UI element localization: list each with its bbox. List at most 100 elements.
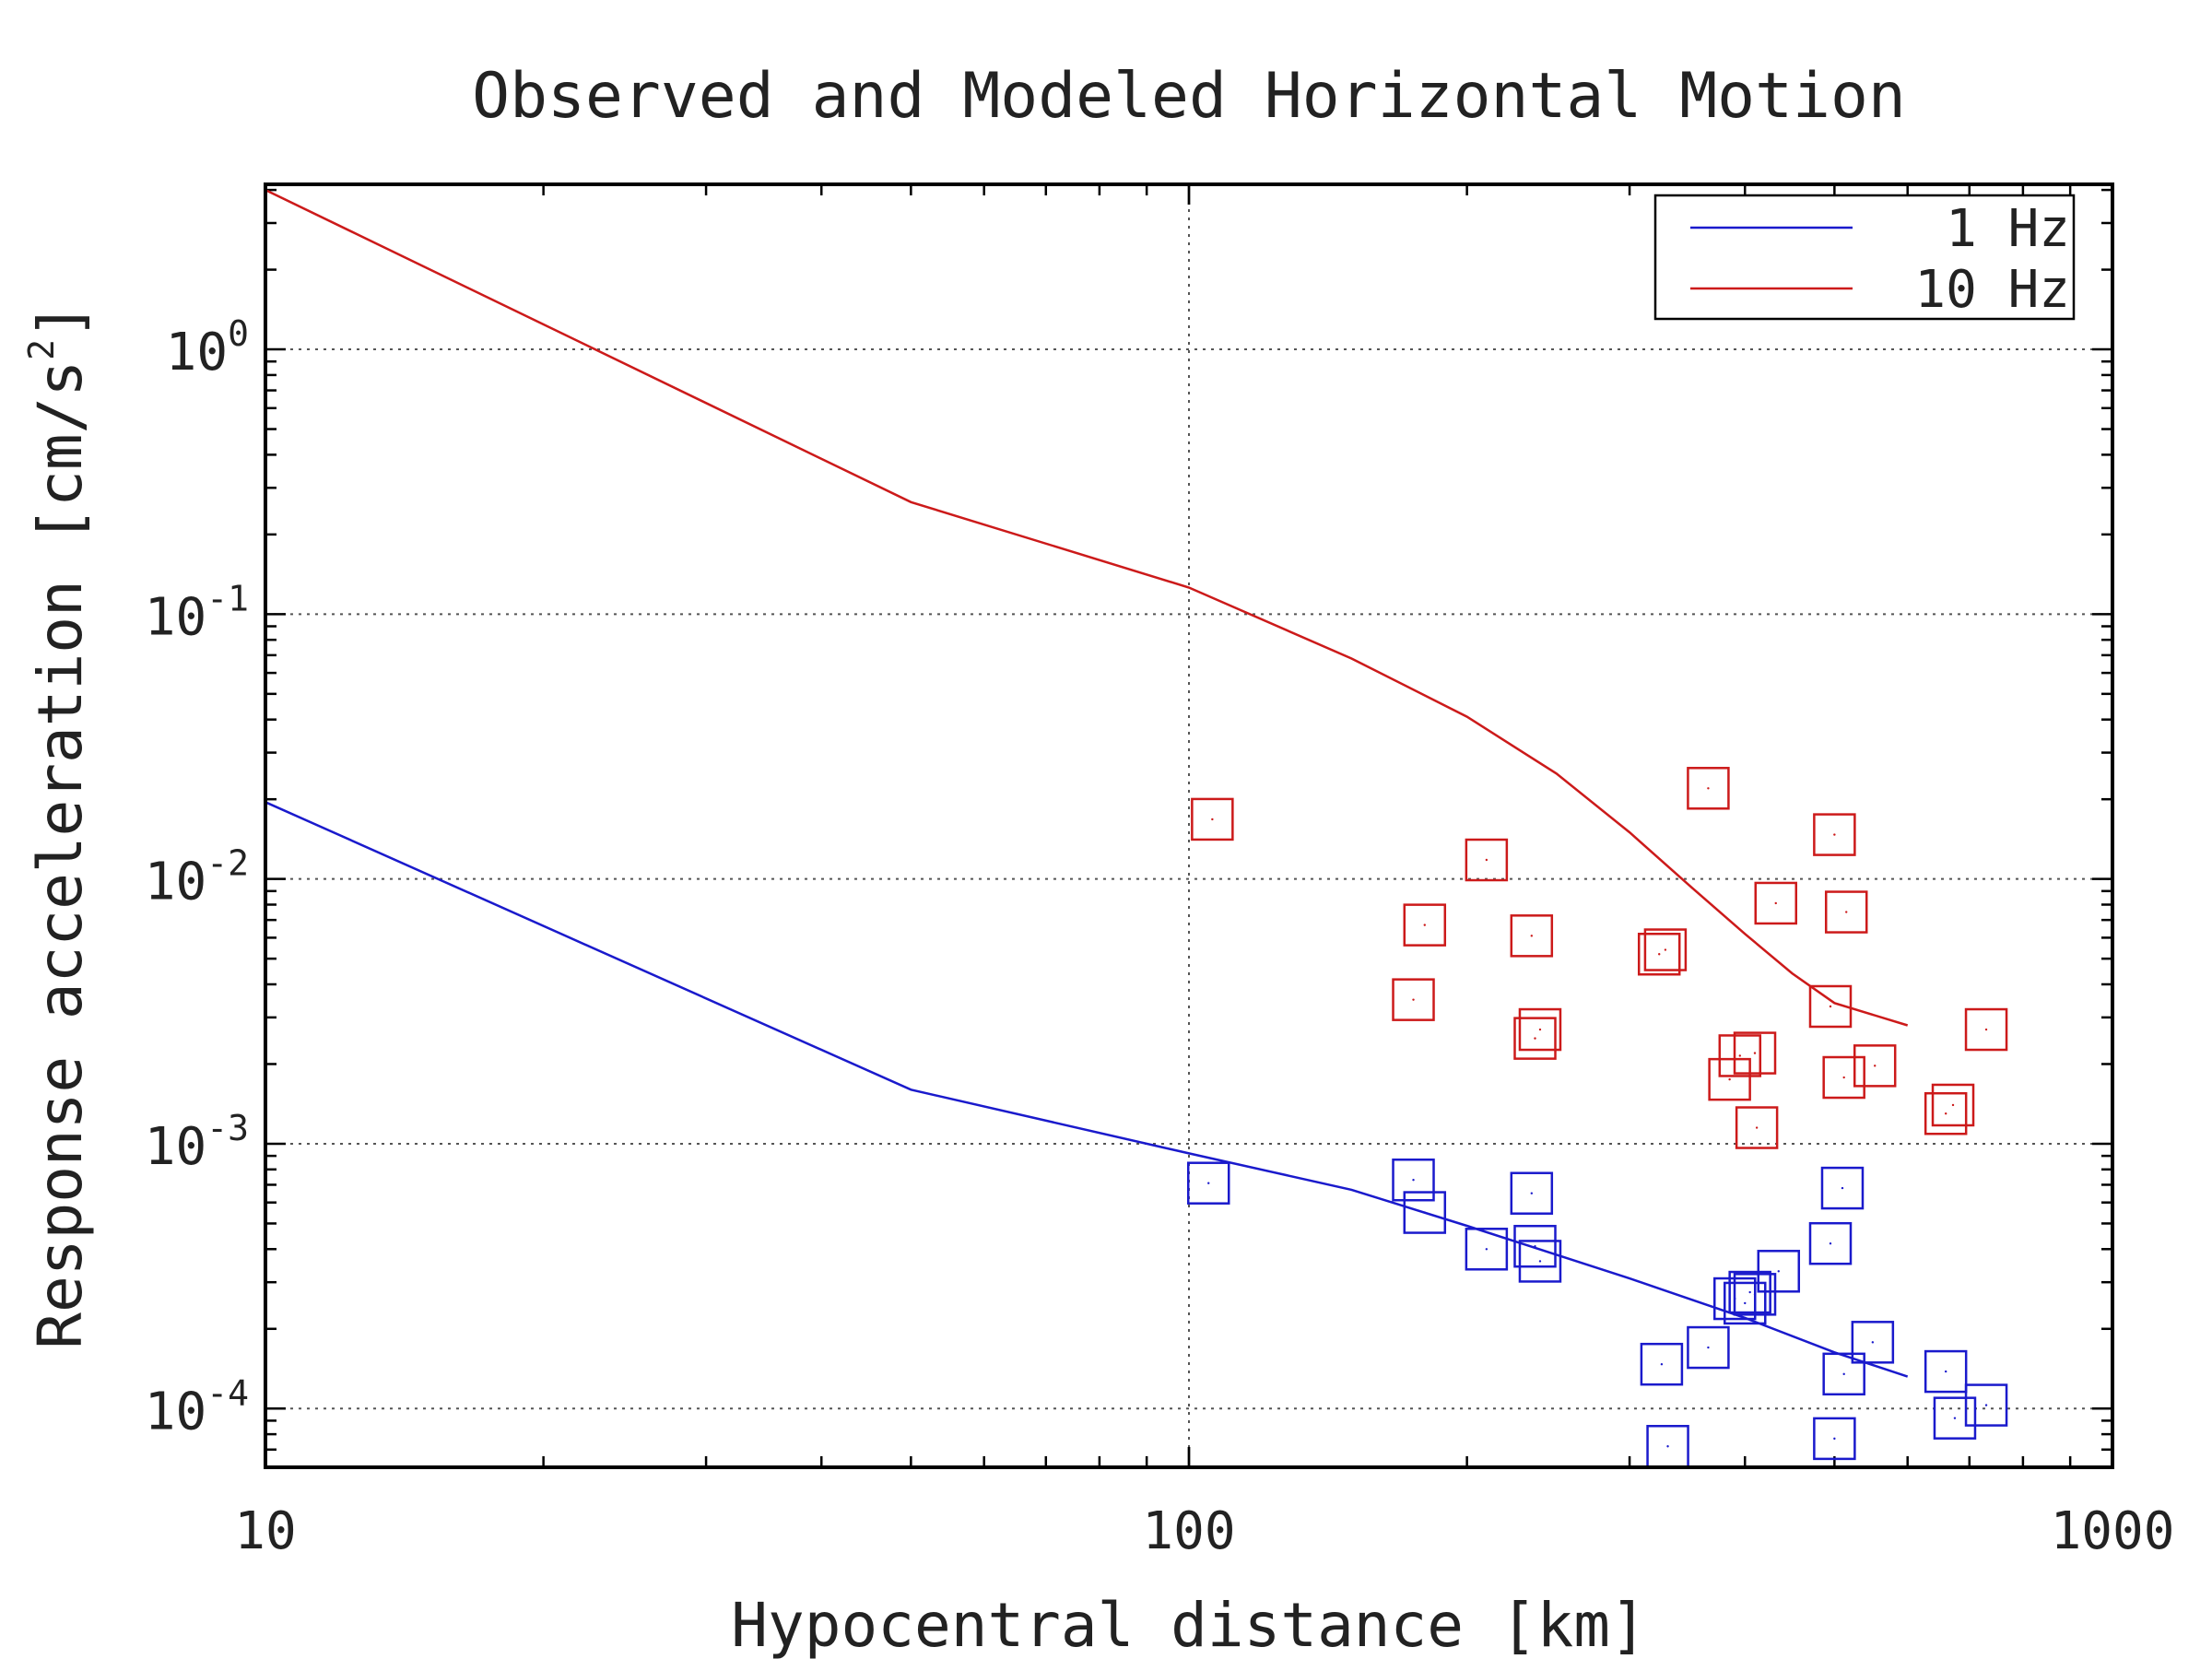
- legend-box: [1653, 194, 2076, 321]
- y-axis-label: Response acceleration [cm/s2]: [21, 302, 96, 1349]
- y-tick-label: 10-1: [145, 578, 249, 647]
- observed-point-center-1hz: [1423, 1211, 1426, 1214]
- observed-point-10hz: [1510, 914, 1554, 958]
- observed-point-center-1hz: [1753, 1293, 1757, 1296]
- observed-point-1hz: [1465, 1228, 1509, 1271]
- observed-point-center-10hz: [1423, 924, 1426, 926]
- observed-point-10hz: [1191, 797, 1234, 841]
- observed-point-center-1hz: [1984, 1404, 1988, 1406]
- observed-point-center-1hz: [1412, 1179, 1415, 1182]
- observed-point-1hz: [1813, 1417, 1856, 1461]
- model-line-10hz: [265, 188, 1909, 1027]
- x-tick-labels: 10 100 1000: [234, 1501, 2174, 1561]
- observed-point-center-1hz: [1944, 1370, 1947, 1373]
- observed-point-1hz: [1757, 1250, 1801, 1293]
- observed-point-10hz: [1924, 1091, 1968, 1135]
- observed-point-10hz: [1708, 1057, 1751, 1101]
- observed-point-10hz: [1964, 1007, 2008, 1052]
- observed-point-1hz: [1964, 1383, 2008, 1427]
- x-axis-label: Hypocentral distance [km]: [731, 1590, 1646, 1659]
- observed-point-center-10hz: [1845, 911, 1848, 913]
- observed-point-1hz: [1822, 1352, 1865, 1396]
- observed-point-center-1hz: [1777, 1270, 1780, 1273]
- observed-point-center-1hz: [1538, 1260, 1542, 1263]
- observed-point-center-10hz: [1538, 1028, 1542, 1031]
- observed-point-center-10hz: [1530, 935, 1534, 937]
- observed-point-1hz: [1640, 1342, 1684, 1386]
- y-tick-label: 10-4: [145, 1372, 249, 1441]
- observed-point-10hz: [1718, 1034, 1762, 1077]
- observed-point-10hz: [1822, 1055, 1865, 1100]
- chart-title: Observed and Modeled Horizontal Motion: [472, 60, 1906, 133]
- observed-point-1hz: [1510, 1171, 1554, 1215]
- observed-point-10hz: [1808, 984, 1853, 1029]
- y-tick-base: 10: [166, 323, 228, 382]
- legend: 1 Hz 10 Hz: [1653, 194, 2076, 321]
- observed-point-1hz: [1808, 1221, 1853, 1265]
- observed-point-1hz: [1924, 1349, 1968, 1394]
- observed-point-center-1hz: [1660, 1362, 1664, 1366]
- observed-point-center-10hz: [1534, 1037, 1536, 1040]
- y-tick-exponent: -3: [206, 1108, 249, 1148]
- observed-point-center-10hz: [1842, 1076, 1845, 1079]
- observed-point-1hz: [1687, 1325, 1730, 1370]
- observed-point-center-10hz: [1874, 1065, 1877, 1067]
- observed-point-center-10hz: [1944, 1112, 1947, 1115]
- y-tick-exponent: -4: [206, 1372, 249, 1413]
- observed-point-center-1hz: [1207, 1182, 1210, 1184]
- y-axis-label-main: Response acceleration [cm/s: [25, 360, 96, 1349]
- observed-points: [1186, 767, 2008, 1468]
- observed-point-center-10hz: [1755, 1126, 1759, 1129]
- x-tick-label: 10: [234, 1501, 296, 1561]
- observed-point-1hz: [1518, 1240, 1562, 1283]
- observed-point-10hz: [1754, 881, 1798, 925]
- legend-label-10hz: 10 Hz: [1914, 260, 2070, 320]
- observed-point-center-10hz: [1707, 787, 1710, 790]
- observed-point-center-1hz: [1871, 1341, 1875, 1344]
- observed-point-center-1hz: [1485, 1248, 1488, 1251]
- observed-point-center-1hz: [1666, 1445, 1669, 1448]
- x-tick-label: 100: [1142, 1501, 1235, 1561]
- observed-point-center-1hz: [1707, 1346, 1710, 1349]
- y-tick-exponent: -1: [206, 578, 249, 618]
- y-tick-base: 10: [145, 1382, 206, 1441]
- observed-point-center-10hz: [1658, 953, 1661, 956]
- observed-point-10hz: [1824, 890, 1868, 934]
- y-tick-base: 10: [145, 1117, 206, 1177]
- observed-point-10hz: [1643, 928, 1688, 971]
- plot-frame: [264, 182, 2114, 1469]
- observed-point-center-10hz: [1829, 1005, 1832, 1008]
- observed-point-1hz: [1733, 1273, 1777, 1316]
- observed-point-10hz: [1513, 1017, 1557, 1060]
- model-line-1hz: [265, 801, 1909, 1378]
- model-lines: [265, 188, 1909, 1378]
- observed-point-center-10hz: [1984, 1028, 1988, 1031]
- observed-point-center-10hz: [1664, 948, 1667, 951]
- observed-point-center-1hz: [1841, 1186, 1844, 1190]
- y-axis-label-superscript: 2: [21, 339, 62, 360]
- observed-point-center-1hz: [1530, 1192, 1534, 1194]
- observed-point-center-1hz: [1829, 1242, 1832, 1245]
- observed-point-10hz: [1518, 1007, 1562, 1052]
- y-axis-label-close: ]: [25, 302, 96, 339]
- observed-point-center-1hz: [1842, 1372, 1845, 1376]
- observed-point-1hz: [1820, 1166, 1865, 1210]
- observed-point-10hz: [1465, 838, 1509, 882]
- observed-point-center-1hz: [1748, 1290, 1751, 1294]
- observed-point-10hz: [1403, 903, 1447, 947]
- observed-point-center-1hz: [1833, 1437, 1836, 1441]
- y-tick-label: 10-2: [145, 843, 249, 912]
- observed-point-center-1hz: [1534, 1245, 1536, 1248]
- observed-point-1hz: [1186, 1161, 1230, 1205]
- observed-point-1hz: [1403, 1191, 1447, 1234]
- observed-point-10hz: [1853, 1044, 1897, 1088]
- observed-point-10hz: [1733, 1031, 1777, 1075]
- y-tick-base: 10: [145, 587, 206, 647]
- y-tick-label: 10-3: [145, 1108, 249, 1177]
- gridlines: [265, 184, 2112, 1467]
- observed-point-10hz: [1637, 933, 1681, 976]
- observed-point-10hz: [1931, 1083, 1975, 1127]
- observed-point-10hz: [1813, 813, 1856, 856]
- observed-point-10hz: [1392, 978, 1435, 1021]
